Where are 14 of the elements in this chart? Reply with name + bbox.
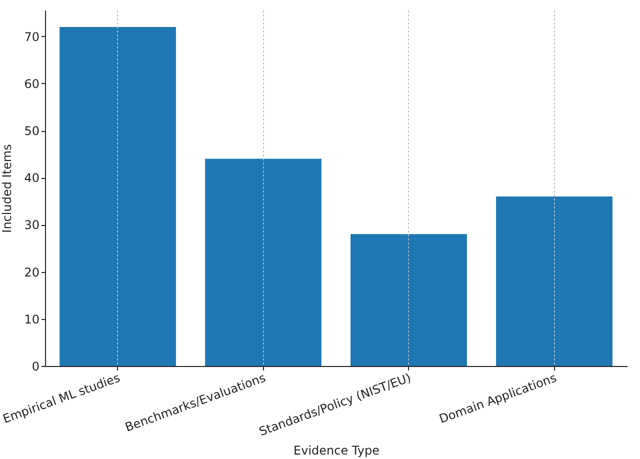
bar [350,234,467,366]
y-tick-label: 70 [24,30,40,44]
bar [60,26,176,366]
y-tick-label: 40 [24,171,40,186]
bar [496,196,612,366]
y-tick-label: 0 [32,360,40,374]
x-axis-title: Evidence Type [294,444,380,458]
y-tick-label: 20 [24,265,40,280]
y-axis-title: Included Items [0,144,14,233]
y-tick-label: 60 [24,76,40,91]
y-tick-label: 30 [24,218,40,232]
y-tick-label: 10 [24,312,40,326]
y-tick-label: 50 [24,124,40,138]
bar [205,158,322,366]
